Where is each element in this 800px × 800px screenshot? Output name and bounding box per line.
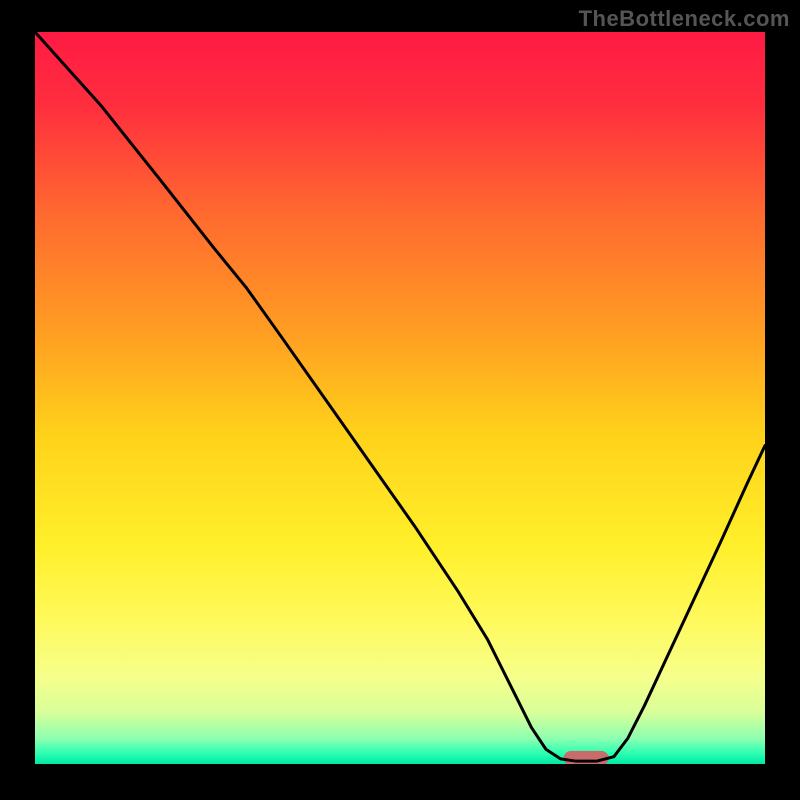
- gradient-background: [35, 32, 765, 764]
- chart-frame: TheBottleneck.com: [0, 0, 800, 800]
- plot-area: [35, 32, 765, 764]
- chart-svg: [35, 32, 765, 764]
- watermark-text: TheBottleneck.com: [579, 6, 790, 32]
